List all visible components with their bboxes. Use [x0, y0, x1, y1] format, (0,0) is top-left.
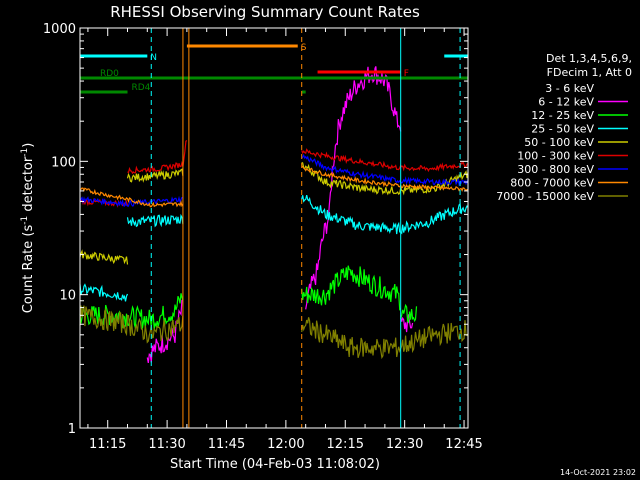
flag-label: RD0 — [100, 69, 119, 79]
y-label-exp2: -1 — [20, 148, 30, 157]
x-tick-label: 11:15 — [89, 437, 126, 452]
flag-label: N — [150, 53, 157, 63]
x-tick-label: 11:30 — [148, 437, 185, 452]
flag-label: F — [404, 69, 409, 79]
series-line — [79, 187, 184, 208]
series-line — [127, 140, 188, 175]
series-line — [79, 305, 184, 344]
series-line — [301, 148, 469, 173]
series-line — [301, 165, 468, 192]
footer-timestamp: 14-Oct-2021 23:02 — [560, 468, 636, 477]
y-axis-ticks: 1 10 100 1000 — [43, 22, 468, 437]
vline-layer — [150, 28, 461, 428]
legend-entry: 7000 - 15000 keV — [496, 190, 594, 203]
legend-header: FDecim 1, Att 0 — [547, 66, 632, 79]
x-axis-ticks: 11:15 11:30 11:45 12:00 12:15 12:30 12:45 — [87, 28, 483, 452]
flag-label: S — [301, 43, 307, 53]
legend-header: Det 1,3,4,5,6,9, — [546, 52, 632, 65]
legend-entry: 25 - 50 keV — [531, 123, 594, 136]
x-tick-label: 12:45 — [445, 437, 482, 452]
flag-layer: N S F RD0 RD4 — [80, 43, 468, 94]
legend-entry: 12 - 25 keV — [531, 109, 594, 122]
series-line — [301, 153, 469, 187]
series-line — [400, 314, 414, 333]
x-axis-label: Start Time (04-Feb-03 11:08:02) — [170, 457, 380, 472]
y-label-mid: detector — [21, 156, 36, 216]
series-line — [301, 194, 469, 235]
series-line — [79, 293, 184, 330]
x-tick-label: 12:30 — [386, 437, 423, 452]
x-tick-label: 11:45 — [208, 437, 245, 452]
x-tick-label: 12:15 — [327, 437, 364, 452]
legend-entry: 100 - 300 keV — [517, 150, 594, 163]
y-label-end: ) — [21, 143, 36, 148]
y-label-main: Count Rate (s — [21, 225, 36, 314]
series-line — [126, 168, 184, 183]
legend-entry: 300 - 800 keV — [517, 163, 594, 176]
y-label-exp1: -1 — [20, 216, 30, 225]
legend-entry: 6 - 12 keV — [538, 96, 594, 109]
series-line — [79, 195, 183, 207]
y-tick-label: 10 — [59, 289, 76, 304]
x-tick-label: 12:00 — [267, 437, 304, 452]
flag-label: RD4 — [132, 83, 151, 93]
series-line — [79, 249, 129, 265]
chart-title: RHESSI Observing Summary Count Rates — [110, 3, 420, 21]
series-line — [301, 265, 402, 311]
legend-entry: 800 - 7000 keV — [510, 177, 594, 190]
y-tick-label: 1 — [68, 422, 76, 437]
plot-frame — [79, 27, 469, 429]
series-line — [400, 303, 418, 324]
series-line — [301, 317, 469, 360]
series-layer — [79, 64, 469, 392]
legend-entry: 50 - 100 keV — [524, 136, 594, 149]
legend-entry: 3 - 6 keV — [545, 82, 594, 95]
y-axis-label: Count Rate (s-1 detector-1) — [20, 143, 36, 314]
series-line — [301, 161, 469, 196]
series-line — [126, 213, 184, 228]
series-line — [146, 345, 184, 392]
series-line — [79, 283, 129, 302]
y-tick-label: 100 — [51, 155, 76, 170]
y-tick-label: 1000 — [43, 22, 76, 37]
legend: Det 1,3,4,5,6,9,FDecim 1, Att 0 3 - 6 keV… — [496, 52, 632, 203]
